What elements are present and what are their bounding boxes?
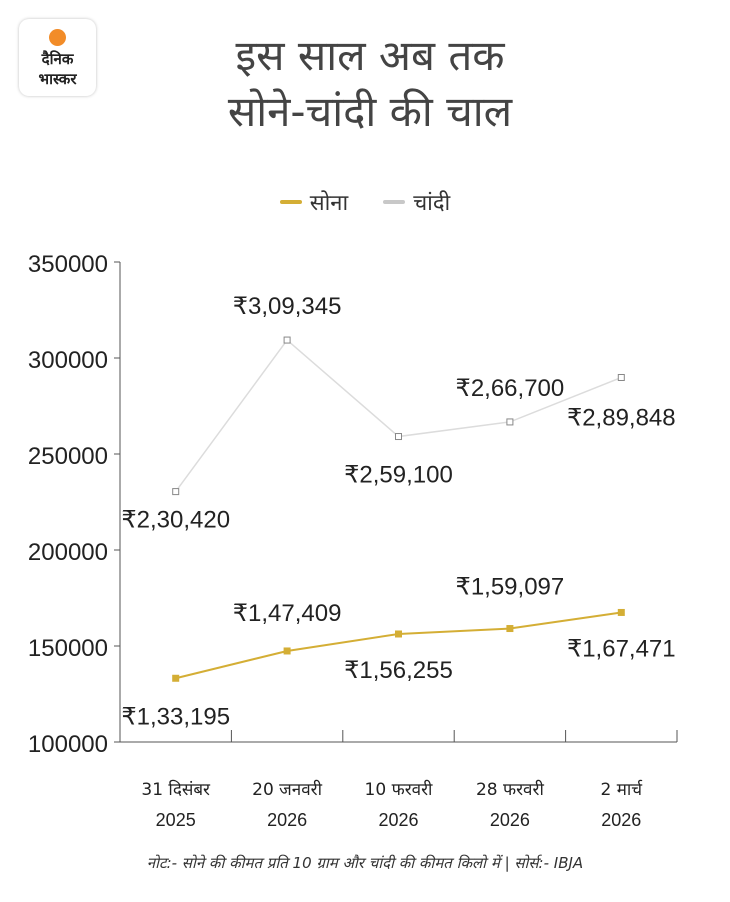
- gold-marker: [506, 625, 514, 633]
- y-tick-label: 100000: [28, 731, 108, 758]
- x-tick-label: 2 मार्च: [601, 779, 644, 800]
- silver-marker: [395, 433, 402, 441]
- x-tick-label-year: 2026: [378, 810, 418, 830]
- silver-data-label: ₹2,30,420: [121, 507, 230, 534]
- x-tick-label-year: 2026: [490, 810, 530, 830]
- x-tick-label: 20 जनवरी: [252, 779, 322, 800]
- dainik-bhaskar-logo: दैनिक भास्कर: [19, 19, 96, 96]
- silver-data-label: ₹2,66,700: [456, 375, 565, 402]
- title-line2: सोने-चांदी की चाल: [227, 87, 513, 136]
- gold-marker: [395, 630, 402, 638]
- chart-title: इस साल अब तक सोने-चांदी की चाल: [120, 28, 620, 140]
- gold-marker: [172, 674, 180, 682]
- x-tick-label-year: 2026: [601, 810, 641, 830]
- x-tick-label-year: 2025: [156, 810, 196, 830]
- x-tick-label: 31 दिसंबर: [141, 779, 211, 800]
- x-tick-label-year: 2026: [267, 810, 307, 830]
- logo-line1: दैनिक: [41, 50, 74, 68]
- gold-data-label: ₹1,33,195: [121, 703, 230, 730]
- y-tick-label: 150000: [28, 635, 108, 662]
- silver-data-label: ₹2,89,848: [567, 404, 676, 431]
- x-tick-label: 10 फरवरी: [365, 779, 434, 800]
- gold-marker: [617, 608, 625, 616]
- legend-silver: चांदी: [383, 187, 450, 217]
- sun-icon: [49, 29, 66, 46]
- gold-data-label: ₹1,59,097: [456, 574, 565, 601]
- footnote: नोट:- सोने की कीमत प्रति 10 ग्राम और चां…: [146, 854, 584, 872]
- silver-data-label: ₹3,09,345: [233, 293, 342, 320]
- silver-marker: [283, 336, 291, 344]
- gold-marker: [283, 647, 291, 655]
- y-tick-label: 200000: [28, 539, 108, 566]
- silver-data-label: ₹2,59,100: [344, 462, 453, 489]
- legend-gold: सोना: [279, 187, 349, 217]
- legend-swatch-silver: [383, 200, 406, 204]
- silver-marker: [506, 418, 514, 426]
- silver-marker: [617, 373, 625, 381]
- y-tick-label: 300000: [28, 347, 108, 374]
- legend-label-silver: चांदी: [413, 191, 451, 216]
- silver-marker: [172, 488, 180, 496]
- logo-line2: भास्कर: [38, 70, 77, 88]
- gold-data-label: ₹1,56,255: [344, 657, 453, 684]
- title-line1: इस साल अब तक: [235, 31, 505, 80]
- gold-data-label: ₹1,47,409: [233, 600, 342, 627]
- legend-label-gold: सोना: [309, 191, 349, 216]
- gold-data-label: ₹1,67,471: [567, 635, 676, 662]
- legend-swatch-gold: [279, 200, 302, 204]
- x-tick-label: 28 फरवरी: [476, 779, 545, 800]
- legend: सोना चांदी: [0, 185, 730, 217]
- y-tick-label: 350000: [28, 251, 108, 278]
- y-tick-label: 250000: [28, 443, 108, 470]
